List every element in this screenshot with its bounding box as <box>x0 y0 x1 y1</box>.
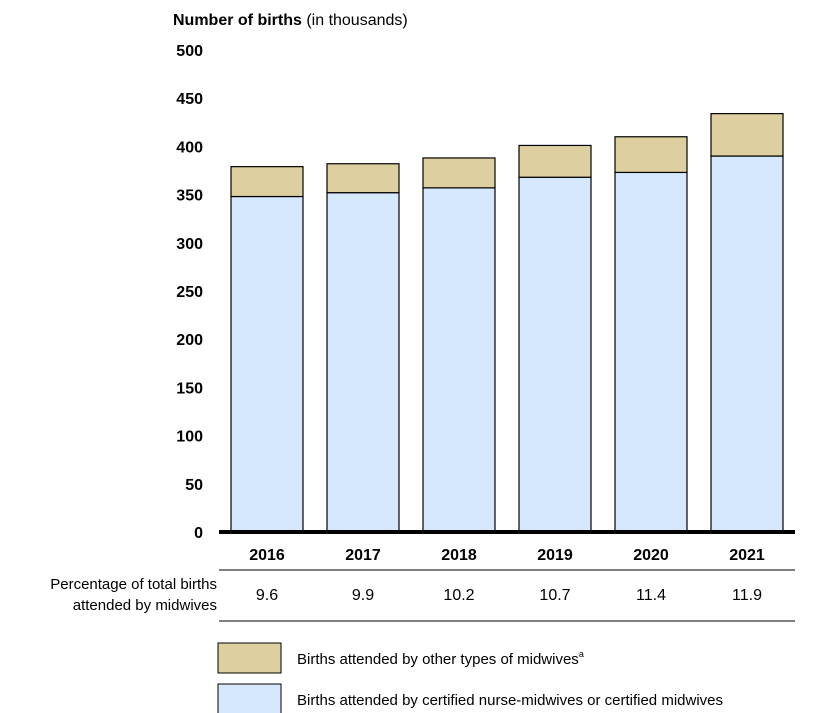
bar-segment-certified <box>422 187 496 533</box>
y-axis-title-main: Number of births <box>173 12 302 29</box>
pct-value: 11.9 <box>732 587 762 604</box>
bar-segment-certified <box>326 192 400 533</box>
y-axis-ticks: 0 50 100 150 200 250 300 350 400 450 500 <box>176 43 203 542</box>
pct-row-label-line2: attended by midwives <box>73 597 217 614</box>
legend: Births attended by other types of midwiv… <box>217 642 723 713</box>
y-tick-label: 350 <box>176 188 203 205</box>
y-tick-label: 0 <box>194 525 203 542</box>
y-tick-label: 150 <box>176 380 203 397</box>
category-labels: 2016 2017 2018 2019 2020 2021 <box>249 547 765 564</box>
legend-label-text: Births attended by certified nurse-midwi… <box>297 692 723 709</box>
legend-swatch <box>217 683 282 713</box>
x-tick-label: 2019 <box>537 547 573 564</box>
pct-row-values: 9.6 9.9 10.2 10.7 11.4 11.9 <box>256 587 762 604</box>
pct-value: 9.9 <box>352 587 374 604</box>
bar-segment-certified <box>518 176 592 533</box>
x-tick-label: 2016 <box>249 547 285 564</box>
pct-value: 10.2 <box>443 587 474 604</box>
legend-swatch <box>217 642 282 674</box>
y-tick-label: 500 <box>176 43 203 60</box>
bar-segment-other <box>230 166 304 198</box>
y-tick-label: 450 <box>176 91 203 108</box>
x-tick-label: 2021 <box>729 547 765 564</box>
y-tick-label: 400 <box>176 139 203 156</box>
bars-group <box>230 113 784 533</box>
x-tick-label: 2018 <box>441 547 477 564</box>
y-tick-label: 250 <box>176 284 203 301</box>
y-tick-label: 200 <box>176 332 203 349</box>
bar-segment-other <box>518 144 592 178</box>
bar-segment-other <box>710 113 784 157</box>
bar-segment-other <box>326 163 400 194</box>
x-tick-label: 2020 <box>633 547 669 564</box>
bar-segment-other <box>614 136 688 174</box>
legend-label: Births attended by certified nurse-midwi… <box>297 692 723 709</box>
bar-segment-certified <box>230 195 304 533</box>
y-axis-title: Number of births (in thousands) <box>173 12 408 29</box>
bar-segment-certified <box>710 155 784 533</box>
legend-label-text: Births attended by other types of midwiv… <box>297 651 579 668</box>
legend-label: Births attended by other types of midwiv… <box>297 649 584 668</box>
pct-value: 9.6 <box>256 587 278 604</box>
bar-segment-certified <box>614 171 688 533</box>
pct-row-label-line1: Percentage of total births <box>50 576 217 593</box>
pct-value: 10.7 <box>539 587 570 604</box>
y-tick-label: 300 <box>176 236 203 253</box>
pct-value: 11.4 <box>636 587 666 604</box>
y-tick-label: 100 <box>176 429 203 446</box>
bar-segment-other <box>422 157 496 189</box>
y-tick-label: 50 <box>185 477 203 494</box>
legend-footnote-marker: a <box>579 649 584 659</box>
y-axis-title-unit: (in thousands) <box>302 12 408 29</box>
x-tick-label: 2017 <box>345 547 381 564</box>
